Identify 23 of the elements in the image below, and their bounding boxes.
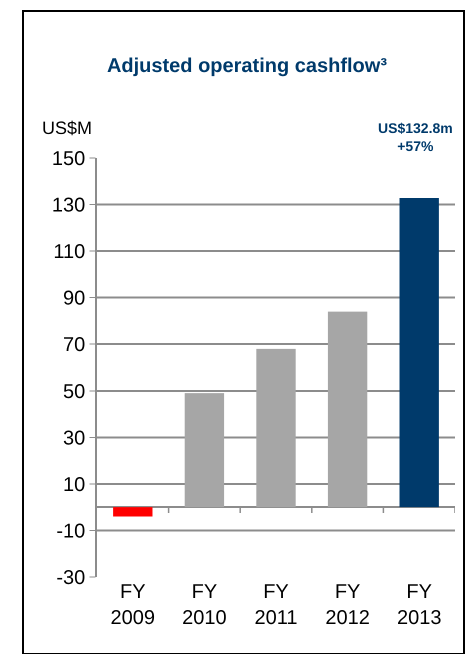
y-axis-title: US$M <box>42 118 92 138</box>
bar <box>184 393 224 508</box>
y-tick-label: 50 <box>63 380 86 403</box>
y-tick-label: 30 <box>63 427 86 450</box>
y-tick-label: 90 <box>63 288 86 310</box>
bar <box>113 507 152 516</box>
bar <box>328 312 368 508</box>
x-tick-label: FY 2013 <box>396 581 442 629</box>
bar <box>400 198 439 508</box>
y-tick-label: 110 <box>53 241 86 264</box>
bar <box>256 348 296 508</box>
x-tick-label: FY 2011 <box>254 581 298 629</box>
x-tick-label: FY 2010 <box>182 581 227 629</box>
y-tick-label: -10 <box>56 520 86 542</box>
y-tick-label: 150 <box>52 148 86 170</box>
y-tick-label: 130 <box>52 194 86 217</box>
y-tick-label: 10 <box>63 474 86 496</box>
chart-title: Adjusted operating cashflow³ <box>106 55 388 77</box>
y-tick-label: 70 <box>63 334 86 356</box>
y-tick-label: -30 <box>56 567 86 589</box>
text: US$132.8m +57% <box>378 120 453 154</box>
x-tick-label: FY 2012 <box>325 581 370 629</box>
x-tick-label: FY 2009 <box>110 581 156 629</box>
